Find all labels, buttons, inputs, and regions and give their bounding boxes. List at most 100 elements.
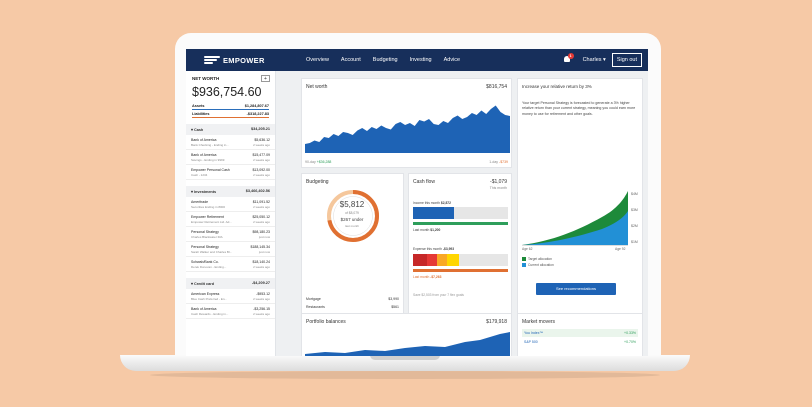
budget-row-label: Restaurants (306, 304, 325, 309)
budget-row-label: Mortgage (306, 297, 321, 301)
account-name: Bank of America (191, 152, 217, 157)
empower-logo[interactable]: EMPOWER (204, 56, 306, 65)
budgeting-card-title: Budgeting (306, 179, 329, 185)
liabilities-label: Liabilities (192, 111, 210, 116)
budget-row[interactable]: Mortgage $3,990 (306, 297, 399, 301)
expense-seg-1 (413, 254, 427, 266)
x-start-label: Age 62 (522, 247, 533, 251)
market-movers-card[interactable]: Market movers You Index™ +0.33% S&P 500 … (517, 313, 643, 356)
see-recommendations-button[interactable]: See recommendations (536, 283, 616, 295)
account-sub: Bank Checking - Ending in... (191, 142, 229, 147)
account-row[interactable]: Personal Strategy Sarah Walker and Charle… (186, 242, 275, 257)
signout-button[interactable]: Sign out (611, 53, 642, 67)
strategy-title: Increase your relative return by 3% (522, 84, 592, 89)
account-sub: Cash Rewards - Ending in... (191, 311, 229, 316)
budget-row-value: $3,990 (388, 297, 399, 301)
expense-last-month-bar (413, 269, 508, 272)
account-balance: $13,092.00 (252, 167, 270, 172)
account-balance: $98,180.23 (252, 229, 270, 234)
net-worth-1day: 1-day -$739 (489, 160, 508, 164)
net-worth-card[interactable]: Net worth $816,754 90-day +$36,288 1-day… (301, 78, 512, 168)
strategy-card[interactable]: Increase your relative return by 3% Your… (517, 78, 643, 356)
net-worth-card-title: Net worth (306, 84, 328, 90)
section-header[interactable]: ▾ Investments $3,466,402.56 (186, 186, 275, 197)
logo-mark-icon (204, 56, 220, 64)
account-name: American Express (191, 291, 220, 296)
account-row[interactable]: Empower Personal Cash Cash - 1234 $13,092.… (186, 165, 275, 180)
account-updated: just now (258, 249, 270, 254)
account-name: Schwab/Bank Co. (191, 259, 219, 264)
account-row[interactable]: Empower Retirement Empower Retirement Ltd… (186, 212, 275, 227)
nav-link-account[interactable]: Account (340, 57, 361, 63)
account-sub: Sarah Walker and Charles Bl... (191, 249, 233, 254)
account-updated: 2 weeks ago (253, 204, 270, 209)
mover-row-sp500[interactable]: S&P 500 +0.70% (524, 340, 636, 344)
account-sub: Cash - 1234 (191, 172, 208, 177)
account-sub: Blue Cash Preferred - En... (191, 296, 228, 301)
account-row[interactable]: Personal Strategy Charles Blackwater IRA $… (186, 227, 275, 242)
account-row[interactable]: Ameritrade Securities Ending in 8000 $11,0… (186, 197, 275, 212)
legend-target: Target allocation (522, 257, 552, 261)
income-bar (413, 207, 508, 219)
section-header[interactable]: ▾ Credit card -$4,209.27 (186, 278, 275, 289)
nav-right: 1 Charles ▾ Sign out (563, 53, 648, 67)
cash-flow-sub: This month (489, 186, 507, 190)
account-sub: Savings - Ending in 9999 (191, 157, 225, 162)
nav-link-budgeting[interactable]: Budgeting (372, 57, 398, 63)
notification-badge: 1 (567, 53, 574, 59)
portfolio-title: Portfolio balances (306, 319, 346, 325)
portfolio-balances-card[interactable]: Portfolio balances $179,918 (301, 313, 512, 356)
liabilities-value: -$318,227.83 (246, 111, 269, 116)
section-total: $34,205.21 (250, 127, 270, 131)
legend-current: Current allocation (522, 263, 554, 267)
account-row[interactable]: American Express Blue Cash Preferred - En… (186, 289, 275, 304)
budget-row[interactable]: Restaurants $561 (306, 305, 399, 309)
assets-row[interactable]: Assets $1,284,807.67 (192, 102, 269, 110)
y-tick-2m: $2M (631, 224, 638, 228)
account-balance: $188,145.34 (250, 244, 270, 249)
account-updated: 2 weeks ago (253, 142, 270, 147)
account-row[interactable]: Bank of America Savings - Ending in 9999 $… (186, 150, 275, 165)
account-sections: ▾ Cash $34,205.21 Bank of America Bank Chec… (186, 124, 275, 319)
account-row[interactable]: Schwab/Bank Co. Derek Donovan - Ending...… (186, 257, 275, 272)
income-label: Income this month $2,872 (413, 201, 451, 205)
account-row[interactable]: Bank of America Cash Rewards - Ending in.… (186, 304, 275, 319)
account-name: Personal Strategy (191, 244, 219, 249)
legend-current-swatch (522, 263, 526, 267)
account-balance: $11,091.52 (252, 199, 270, 204)
account-sub: Derek Donovan - Ending... (191, 264, 227, 269)
cash-flow-value: -$1,079 (490, 179, 507, 185)
user-menu[interactable]: Charles ▾ (582, 57, 606, 63)
add-account-button[interactable]: + (261, 75, 270, 82)
cash-flow-footer: Save $2,503 from your 7 flex goals (413, 293, 464, 297)
laptop-notch (370, 355, 440, 360)
budget-under: $267 under (340, 217, 364, 222)
y-tick-1m: $1M (631, 240, 638, 244)
account-updated: 2 weeks ago (253, 296, 270, 301)
market-movers-title: Market movers (522, 319, 556, 325)
expense-seg-3 (437, 254, 447, 266)
nav-link-investing[interactable]: Investing (409, 57, 432, 63)
account-row[interactable]: Bank of America Bank Checking - Ending in… (186, 135, 275, 150)
net-worth-card-value: $816,754 (486, 84, 507, 90)
section-header[interactable]: ▾ Cash $34,205.21 (186, 124, 275, 135)
expense-bar (413, 254, 508, 266)
expense-seg-4 (447, 254, 459, 266)
section-name: ▾ Credit card (191, 282, 215, 286)
liabilities-row[interactable]: Liabilities -$318,227.83 (192, 110, 269, 118)
section-total: -$4,209.27 (251, 281, 270, 285)
sidebar: NET WORTH + $936,754.60 Assets $1,284,80… (186, 71, 276, 356)
account-balance: $15,477.09 (252, 152, 270, 157)
budget-donut (327, 190, 379, 242)
expense-last-month: Last month -$7,263 (413, 275, 442, 279)
account-balance: -$3,256.15 (253, 306, 270, 311)
nav-link-advice[interactable]: Advice (443, 57, 461, 63)
mover-row-you-index[interactable]: You Index™ +0.33% (522, 329, 638, 337)
y-tick-4m: $4M (631, 192, 638, 196)
budget-of-amount: of $8,079 (345, 211, 359, 215)
account-sub: Securities Ending in 8000 (191, 204, 226, 209)
portfolio-area-chart (305, 332, 510, 356)
bell-icon[interactable]: 1 (563, 53, 574, 64)
nav-link-overview[interactable]: Overview (306, 57, 329, 63)
assets-label: Assets (192, 103, 205, 108)
